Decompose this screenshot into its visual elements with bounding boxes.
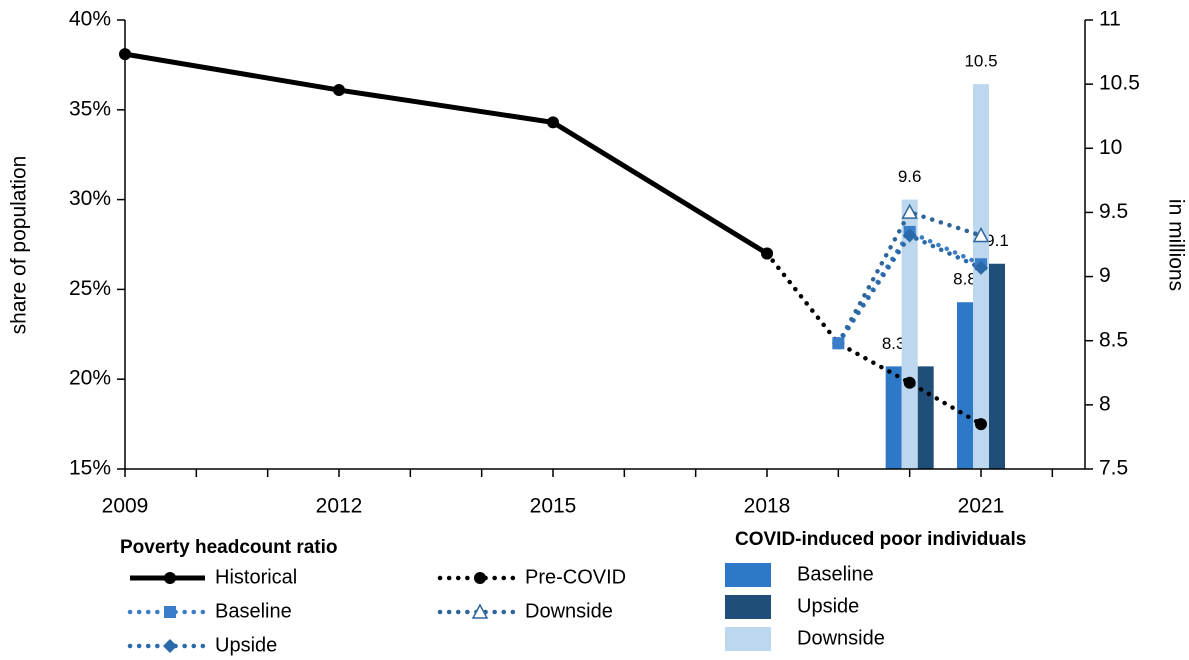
legend-label: Pre-COVID <box>525 566 626 588</box>
y-tick-label: 15% <box>69 457 111 480</box>
y2-axis-label: in millions <box>1164 199 1187 291</box>
legend-marker <box>164 606 176 618</box>
line <box>836 209 984 346</box>
line-marker <box>547 116 559 129</box>
y2-tick-label: 9 <box>1099 264 1111 287</box>
line-legend-title: Poverty headcount ratio <box>120 537 338 558</box>
legend-label: Upside <box>797 595 859 617</box>
line-marker <box>903 376 916 389</box>
bar <box>989 263 1005 469</box>
line-marker <box>832 337 845 350</box>
y2-tick-label: 9.5 <box>1099 200 1128 223</box>
x-tick-label: 2021 <box>958 495 1005 518</box>
y-tick-label: 25% <box>69 277 111 300</box>
line-marker <box>974 260 988 275</box>
bar <box>901 199 918 469</box>
legend-label: Downside <box>797 627 885 649</box>
bar-value-label: 9.6 <box>898 167 922 186</box>
bar <box>957 302 973 469</box>
line-marker <box>975 418 987 431</box>
y-tick-label: 20% <box>69 367 111 390</box>
legend-marker <box>474 572 486 584</box>
y2-tick-label: 10 <box>1099 136 1122 159</box>
legend-marker <box>163 639 177 653</box>
y2-tick-label: 7.5 <box>1099 457 1128 480</box>
bar-value-label: 8.3 <box>882 334 906 353</box>
bar-value-label: 8.8 <box>953 270 977 289</box>
line <box>764 251 984 427</box>
x-tick-label: 2012 <box>316 495 363 518</box>
y-tick-label: 30% <box>69 187 111 210</box>
y2-tick-label: 8 <box>1099 392 1111 415</box>
line-marker <box>972 226 990 243</box>
line <box>124 51 769 256</box>
y2-tick-label: 10.5 <box>1099 72 1140 95</box>
legend-label: Baseline <box>797 563 874 585</box>
bar <box>885 366 902 469</box>
legend-marker <box>471 603 489 619</box>
x-tick-label: 2009 <box>102 495 149 518</box>
legend-swatch <box>725 595 771 619</box>
legend-label: Downside <box>525 600 613 622</box>
legend-label: Baseline <box>215 600 292 622</box>
bar <box>973 84 989 470</box>
y-tick-label: 35% <box>69 97 111 120</box>
bar-legend-title: COVID-induced poor individuals <box>735 529 1026 550</box>
line-marker <box>901 203 918 219</box>
x-tick-label: 2018 <box>744 495 791 518</box>
legend-label: Upside <box>215 634 277 656</box>
legend-marker <box>164 572 176 584</box>
legend-swatch <box>725 563 771 587</box>
y-tick-label: 40% <box>69 8 111 31</box>
line-marker <box>902 228 917 243</box>
y-axis-label: share of population <box>8 156 31 335</box>
bar-value-label: 10.5 <box>964 52 997 71</box>
legend-swatch <box>725 627 771 651</box>
line-marker <box>333 84 345 97</box>
y2-tick-label: 8.5 <box>1099 328 1128 351</box>
line-marker <box>761 247 773 260</box>
line-marker <box>119 48 131 61</box>
legend-label: Historical <box>215 566 297 588</box>
x-tick-label: 2015 <box>530 495 577 518</box>
bar-value-label: 9.1 <box>985 231 1009 250</box>
y2-tick-label: 11 <box>1099 8 1121 31</box>
bar <box>917 366 934 469</box>
